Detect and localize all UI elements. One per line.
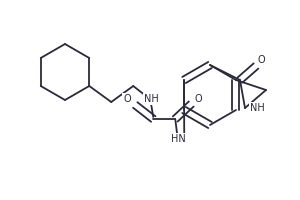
Text: NH: NH bbox=[144, 94, 159, 104]
Text: HN: HN bbox=[171, 134, 186, 144]
Text: O: O bbox=[123, 94, 131, 104]
Text: O: O bbox=[194, 94, 202, 104]
Text: NH: NH bbox=[250, 103, 264, 113]
Text: O: O bbox=[257, 55, 265, 65]
